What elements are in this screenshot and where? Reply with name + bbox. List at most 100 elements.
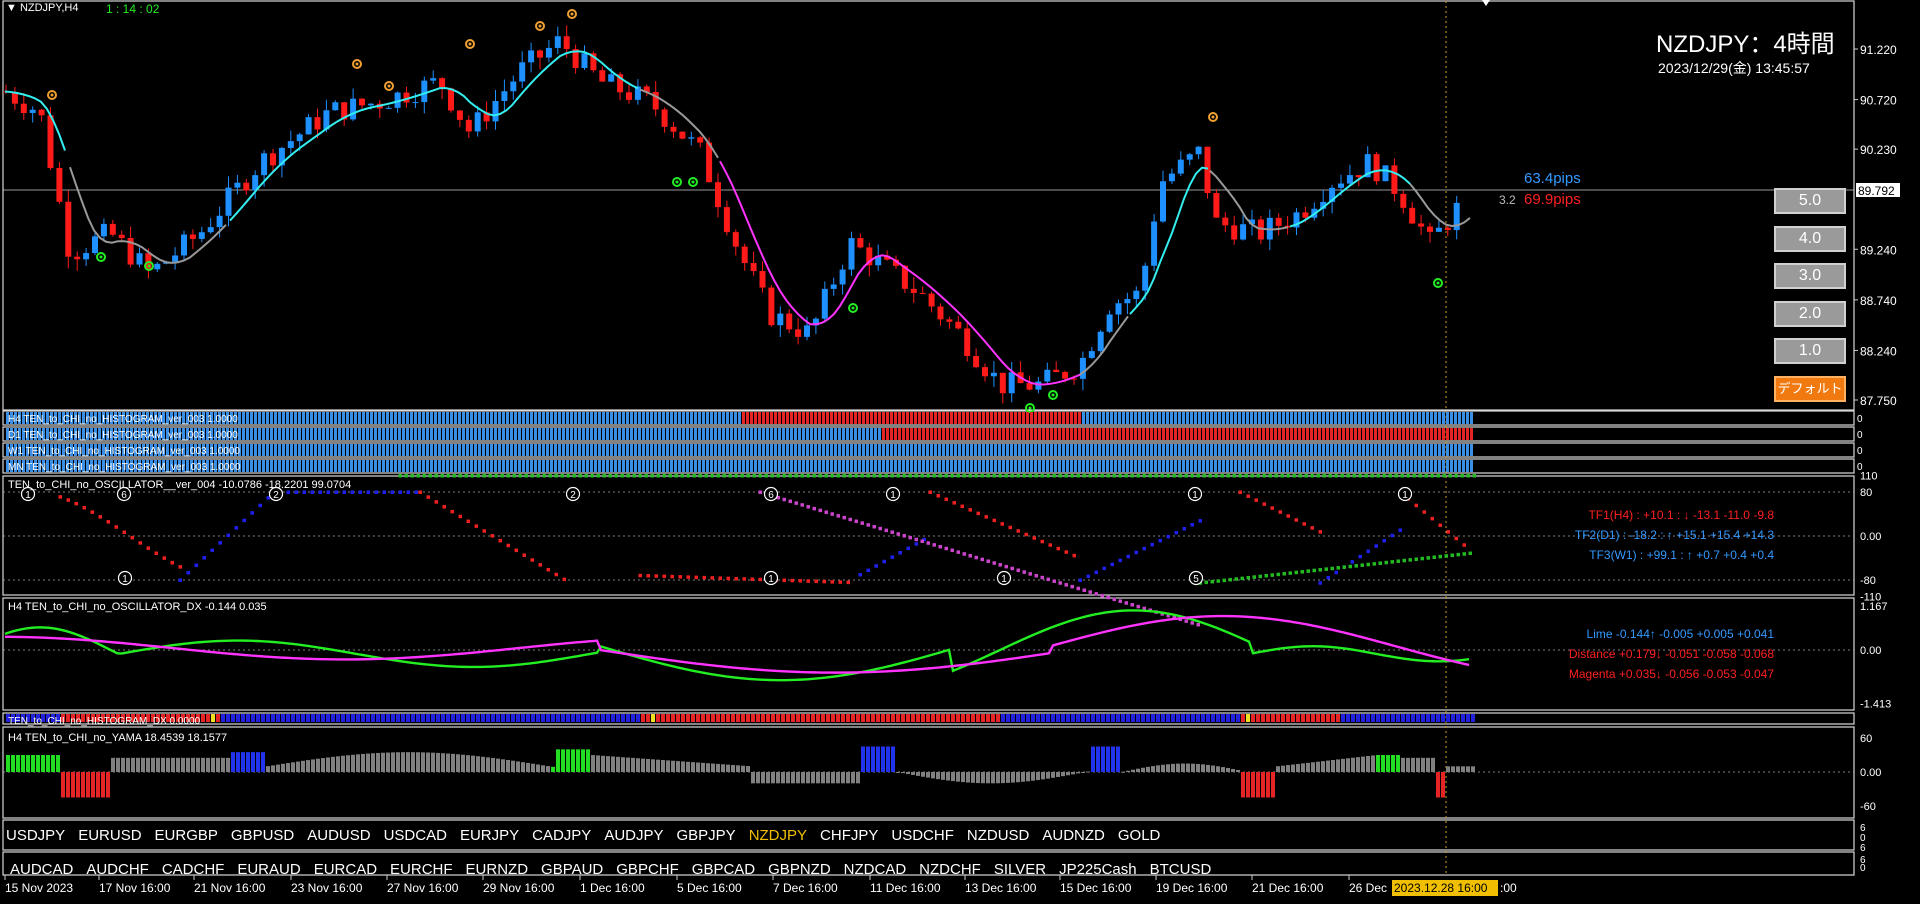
signal-buy-marker: [672, 177, 682, 187]
symbol-nzdcad[interactable]: NZDCAD: [843, 861, 907, 878]
oscillator-dot: [1394, 474, 1398, 478]
oscillator-number-badge: [268, 486, 284, 502]
symbol-btcusd[interactable]: BTCUSD: [1149, 861, 1212, 878]
oscillator-dot: [746, 474, 750, 478]
symbol-eurgbp[interactable]: EURGBP: [154, 827, 218, 844]
histogram-bar: [1302, 428, 1305, 440]
histogram-dx-bar: [406, 714, 410, 722]
histogram-bar: [1294, 460, 1297, 472]
histogram-dx-bar: [1301, 714, 1305, 722]
histogram-bar: [482, 444, 485, 456]
symbol-cadchf[interactable]: CADCHF: [161, 861, 225, 878]
yama-bar: [11, 755, 15, 772]
histogram-dx-bar: [636, 714, 640, 722]
symbol-eurjpy[interactable]: EURJPY: [459, 827, 520, 844]
histogram-bar: [814, 460, 817, 472]
size-button-4[interactable]: 4.0: [1774, 226, 1846, 252]
histogram-bar: [1214, 428, 1217, 440]
oscillator-dot: [678, 575, 682, 579]
histogram-bar: [1182, 428, 1185, 440]
histogram-bar: [194, 412, 197, 424]
symbol-euraud[interactable]: EURAUD: [237, 861, 301, 878]
histogram-bar: [770, 444, 773, 456]
yama-bar: [936, 772, 940, 780]
size-button-1[interactable]: 1.0: [1774, 338, 1846, 364]
symbol-audcad[interactable]: AUDCAD: [10, 861, 74, 878]
histogram-bar: [318, 412, 321, 424]
histogram-bar: [1406, 428, 1409, 440]
histogram-bar: [458, 444, 461, 456]
yama-bar: [1401, 757, 1405, 772]
oscillator-dot: [310, 490, 314, 494]
histogram-bar: [234, 460, 237, 472]
histogram-bar: [218, 444, 221, 456]
histogram-bar: [1142, 444, 1145, 456]
histogram-bar: [1338, 444, 1341, 456]
histogram-bar: [210, 444, 213, 456]
symbol-usdjpy[interactable]: USDJPY: [6, 827, 66, 844]
symbol-gbpchf[interactable]: GBPCHF: [616, 861, 679, 878]
default-button[interactable]: デフォルト: [1774, 376, 1846, 402]
histogram-bar: [230, 428, 233, 440]
symbol-nzdjpy[interactable]: NZDJPY: [748, 827, 808, 844]
yama-bar: [446, 753, 450, 772]
symbol-eurchf[interactable]: EURCHF: [390, 861, 453, 878]
oscillator-dot: [1312, 568, 1316, 573]
histogram-bar: [242, 444, 245, 456]
histogram-bar: [1186, 460, 1189, 472]
symbol-gold[interactable]: GOLD: [1117, 827, 1161, 844]
yama-bar: [1316, 761, 1320, 772]
histogram-bar: [1142, 412, 1145, 424]
histogram-bar: [1274, 460, 1277, 472]
symbol-silver[interactable]: SILVER: [993, 861, 1047, 878]
histogram-bar: [1190, 460, 1193, 472]
oscillator-dot: [662, 574, 666, 579]
histogram-dx-bar: [1226, 714, 1230, 722]
symbol-nzdchf[interactable]: NZDCHF: [919, 861, 981, 878]
oscillator-dot: [114, 525, 118, 529]
histogram-bar: [678, 412, 681, 424]
histogram-bar: [714, 428, 717, 440]
symbol-gbpaud[interactable]: GBPAUD: [541, 861, 604, 878]
symbol-nzdusd[interactable]: NZDUSD: [966, 827, 1030, 844]
size-button-3[interactable]: 3.0: [1774, 263, 1846, 289]
symbol-jp225cash[interactable]: JP225Cash: [1059, 861, 1137, 878]
yama-bar: [901, 772, 905, 774]
histogram-bar: [1098, 428, 1101, 440]
cursor-marker: [1482, 0, 1490, 6]
symbol-usdcad[interactable]: USDCAD: [383, 827, 447, 844]
symbol-audjpy[interactable]: AUDJPY: [604, 827, 664, 844]
oscillator-dot: [1208, 474, 1212, 478]
histogram-bar: [354, 412, 357, 424]
symbol-gbpnzd[interactable]: GBPNZD: [768, 861, 831, 878]
yama-bar: [171, 757, 175, 772]
symbol-audusd[interactable]: AUDUSD: [307, 827, 371, 844]
size-button-2[interactable]: 2.0: [1774, 301, 1846, 327]
symbol-cadjpy[interactable]: CADJPY: [532, 827, 592, 844]
symbol-gbpjpy[interactable]: GBPJPY: [676, 827, 736, 844]
oscillator-dot: [1166, 534, 1170, 539]
histogram-dx-bar: [901, 714, 905, 722]
symbol-chfjpy[interactable]: CHFJPY: [820, 827, 879, 844]
histogram-bar: [702, 412, 705, 424]
symbol-usdchf[interactable]: USDCHF: [891, 827, 954, 844]
histogram-bar: [586, 444, 589, 456]
symbol-audchf[interactable]: AUDCHF: [86, 861, 149, 878]
symbol-gbpusd[interactable]: GBPUSD: [230, 827, 295, 844]
oscillator-dot: [1130, 474, 1134, 478]
histogram-bar: [558, 460, 561, 472]
size-button-5[interactable]: 5.0: [1774, 188, 1846, 214]
symbol-audnzd[interactable]: AUDNZD: [1042, 827, 1105, 844]
candle-body: [154, 263, 161, 270]
histogram-mn-label: MN TEN_to_CHI_no_HISTOGRAM_ver_003 1.000…: [8, 462, 241, 473]
symbol-eurnzd[interactable]: EURNZD: [465, 861, 529, 878]
yama-bar: [1241, 772, 1245, 798]
symbol-eurcad[interactable]: EURCAD: [313, 861, 378, 878]
symbol-eurusd[interactable]: EURUSD: [78, 827, 142, 844]
histogram-bar: [322, 428, 325, 440]
histogram-bar: [214, 444, 217, 456]
histogram-bar: [978, 412, 981, 424]
candle-body: [643, 86, 650, 92]
symbol-gbpcad[interactable]: GBPCAD: [691, 861, 756, 878]
